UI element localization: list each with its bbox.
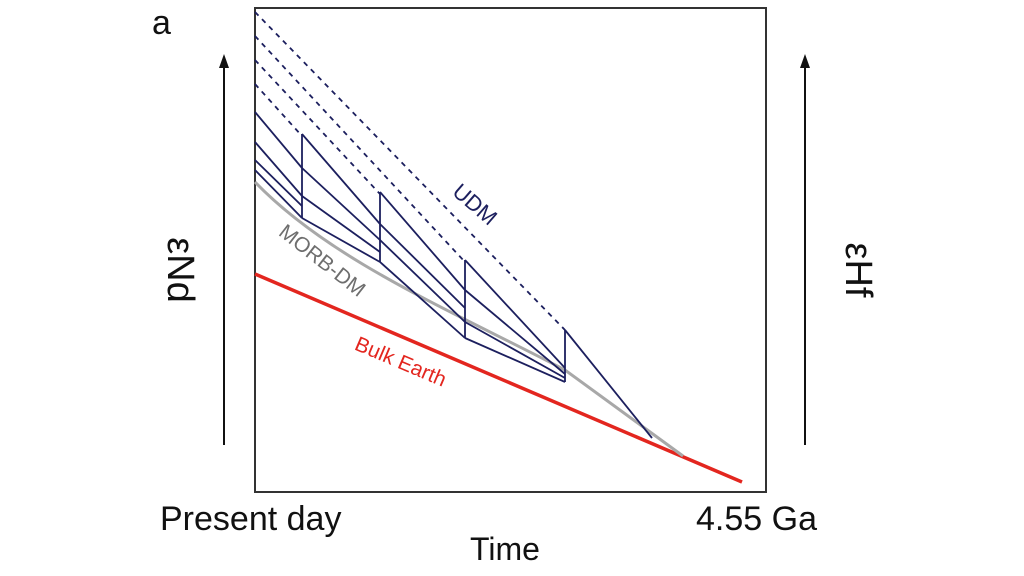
left-axis-arrow bbox=[219, 54, 229, 445]
udm-segment-2 bbox=[301, 167, 381, 241]
udm-segment-1 bbox=[301, 133, 381, 225]
right-axis-label: εHf bbox=[837, 243, 879, 298]
udm-fan-line-3 bbox=[254, 159, 303, 207]
plot-frame bbox=[254, 7, 767, 493]
x-axis-title: Time bbox=[470, 531, 540, 567]
udm-fan-line-1 bbox=[254, 111, 303, 169]
udm-segment-11 bbox=[464, 321, 566, 379]
udm-dashed-line-4 bbox=[254, 83, 303, 137]
udm-segment-10 bbox=[464, 289, 566, 375]
udm-segment-5 bbox=[379, 191, 466, 291]
udm-solid-lines bbox=[254, 111, 653, 439]
udm-dashed-lines bbox=[254, 11, 566, 331]
right-axis-arrow bbox=[800, 54, 810, 445]
panel-label: a bbox=[152, 4, 171, 42]
bulk-earth-line bbox=[254, 272, 743, 484]
udm-envelope-line bbox=[564, 329, 653, 439]
udm-fan-line-4 bbox=[254, 169, 303, 219]
udm-dashed-line-2 bbox=[254, 35, 466, 263]
udm-segment-8 bbox=[379, 261, 466, 339]
udm-segment-12 bbox=[464, 337, 566, 383]
udm-segment-3 bbox=[301, 195, 381, 253]
bulk-earth-label: Bulk Earth bbox=[351, 333, 449, 392]
udm-segment-7 bbox=[379, 239, 466, 323]
udm-segment-9 bbox=[464, 259, 566, 369]
udm-segment-6 bbox=[379, 223, 466, 309]
udm-label: UDM bbox=[448, 178, 502, 230]
left-axis-label: εNd bbox=[159, 237, 201, 303]
udm-dashed-line-1 bbox=[254, 11, 566, 331]
x-right-label: 4.55 Ga bbox=[696, 500, 817, 538]
udm-dashed-line-3 bbox=[254, 59, 381, 195]
x-left-label: Present day bbox=[160, 500, 341, 538]
udm-fan-line-2 bbox=[254, 141, 303, 197]
morb-dm-curve bbox=[253, 180, 684, 458]
udm-segment-4 bbox=[301, 217, 381, 263]
